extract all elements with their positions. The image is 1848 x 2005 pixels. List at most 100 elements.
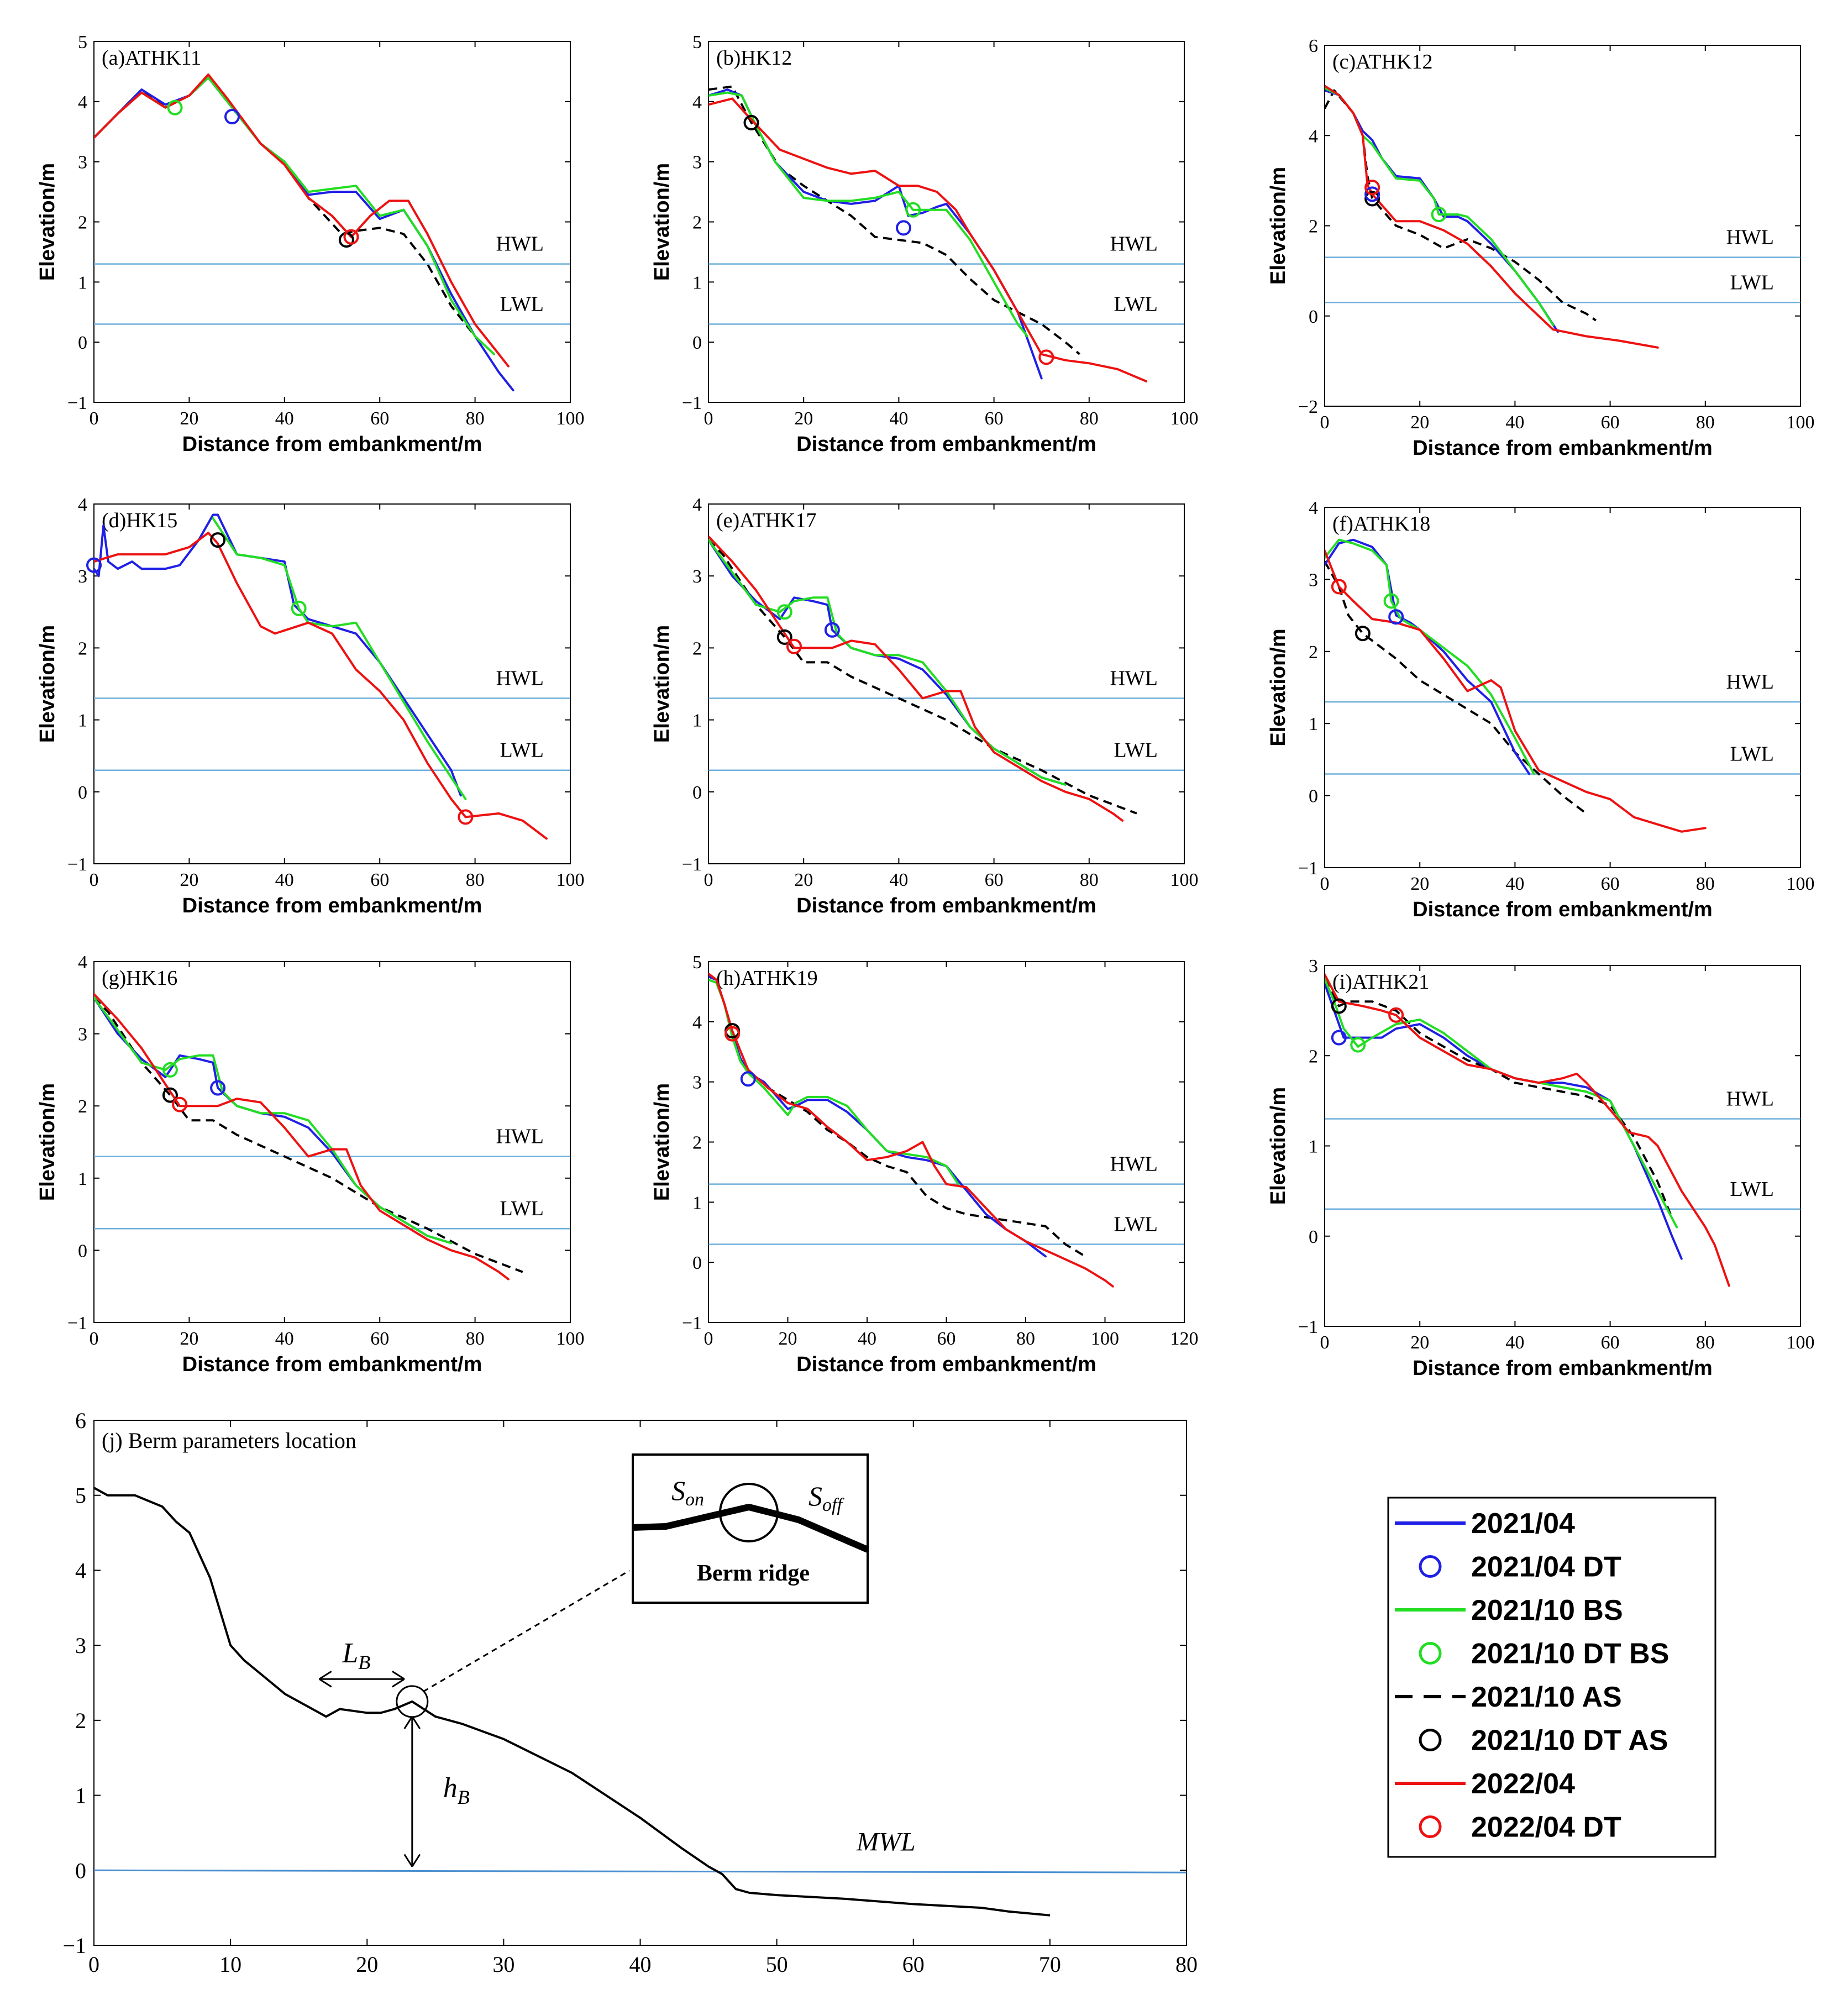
dt-marker-blue — [1364, 186, 1380, 202]
soff-label-sub: off — [822, 1495, 844, 1515]
series-line-black — [708, 539, 1137, 815]
y-tick-label: −1 — [67, 854, 87, 875]
y-tick-label: 4 — [692, 1012, 702, 1033]
legend-marker-black — [1419, 1729, 1442, 1751]
inset-ridge-circle — [719, 1483, 779, 1542]
plot-frame — [1324, 507, 1801, 868]
y-tick-label: −1 — [67, 1313, 87, 1334]
y-tick-label: 0 — [78, 1241, 87, 1261]
series-line-black — [1325, 89, 1597, 322]
y-tick-label: 1 — [1309, 1137, 1318, 1157]
dt-marker-black — [743, 114, 759, 130]
lwl-label: LWL — [1114, 293, 1158, 316]
x-tick-label: 20 — [1410, 412, 1429, 433]
y-tick-label: 0 — [692, 1253, 702, 1273]
x-axis-label: Distance from embankment/m — [1413, 1357, 1713, 1380]
x-tick-label: 0 — [1320, 874, 1330, 894]
y-tick-label: 1 — [692, 711, 702, 731]
x-tick-label: 100 — [1170, 408, 1199, 429]
dt-marker-red — [458, 809, 474, 825]
series-line-green — [1325, 538, 1535, 775]
x-tick-label: 0 — [90, 870, 99, 890]
hwl-label: HWL — [1110, 233, 1158, 256]
legend-marker-green — [1419, 1642, 1442, 1665]
panel-title: (i)ATHK21 — [1332, 970, 1429, 994]
y-tick-label: 4 — [692, 495, 702, 515]
x-tick-label: 80 — [1080, 408, 1099, 429]
x-axis-label: Distance from embankment/m — [1413, 898, 1713, 921]
dt-marker-green — [1350, 1037, 1366, 1053]
x-tick-label: 20 — [794, 870, 813, 890]
x-tick-label: 50 — [766, 1952, 788, 1977]
hb-label-sub: B — [458, 1786, 470, 1808]
y-tick-label: 2 — [78, 1096, 87, 1117]
series-line-red — [94, 73, 510, 368]
hwl-label: HWL — [1110, 667, 1158, 690]
legend-label: 2022/04 DT — [1471, 1812, 1621, 1844]
x-tick-label: 60 — [1601, 874, 1620, 894]
dt-marker-red — [343, 229, 359, 245]
series-group — [1325, 973, 1730, 1287]
series-line-blue — [1325, 538, 1531, 775]
soff-label: Soff — [809, 1481, 844, 1515]
series-line-red — [708, 535, 1124, 822]
y-tick-label: 2 — [1309, 1046, 1318, 1067]
y-tick-label: 3 — [78, 566, 87, 587]
series-line-black — [1325, 560, 1587, 815]
dt-marker-green — [167, 99, 183, 116]
lb-arrow-head-left — [318, 1670, 332, 1688]
legend-label: 2021/10 BS — [1471, 1594, 1623, 1626]
y-tick-label: 4 — [78, 495, 87, 515]
dt-marker-blue — [740, 1071, 756, 1087]
inset-leader-line — [423, 1570, 630, 1693]
hwl-label: HWL — [1726, 226, 1774, 249]
x-tick-label: 40 — [275, 408, 294, 429]
x-tick-label: 20 — [356, 1952, 378, 1977]
x-tick-label: 60 — [370, 1329, 389, 1349]
series-line-blue — [94, 996, 453, 1245]
dt-marker-black — [1355, 626, 1371, 642]
x-tick-label: 120 — [1170, 1329, 1199, 1349]
y-tick-label: 4 — [78, 952, 87, 973]
dt-marker-blue — [1331, 1030, 1347, 1046]
series-line-green — [708, 978, 959, 1185]
panel-title: (e)ATHK17 — [716, 509, 817, 532]
inset-profile — [632, 1504, 869, 1553]
x-tick-label: 20 — [180, 1329, 198, 1349]
legend-marker-blue — [1419, 1555, 1442, 1578]
lwl-label: LWL — [1730, 271, 1774, 294]
panel-title: (d)HK15 — [102, 509, 177, 532]
dt-marker-black — [1331, 998, 1347, 1014]
plot-frame — [708, 961, 1185, 1323]
dt-marker-red — [1388, 1007, 1404, 1023]
panel-title: (j) Berm parameters location — [102, 1428, 356, 1453]
series-group — [94, 513, 548, 840]
dt-marker-blue — [1388, 609, 1404, 625]
lb-label-sub: B — [358, 1651, 370, 1673]
y-tick-label: 3 — [1309, 956, 1318, 977]
x-tick-label: 20 — [794, 408, 813, 429]
legend: 2021/04 2021/04 DT 2021/10 BS 2021/10 DT BS… — [1387, 1497, 1716, 1858]
dt-marker-green — [905, 202, 921, 218]
series-line-black — [94, 996, 523, 1273]
y-tick-label: 0 — [1309, 786, 1318, 807]
x-tick-label: 70 — [1039, 1952, 1061, 1977]
dt-marker-red — [1364, 180, 1380, 196]
legend-marker-red — [1419, 1815, 1442, 1838]
lwl-label: LWL — [1114, 1213, 1158, 1236]
x-tick-label: 30 — [492, 1952, 514, 1977]
panel-title: (f)ATHK18 — [1332, 512, 1430, 536]
x-tick-label: 60 — [902, 1952, 925, 1977]
legend-label: 2021/10 DT AS — [1471, 1725, 1668, 1757]
x-tick-label: 40 — [1505, 412, 1524, 433]
y-tick-label: −1 — [1298, 858, 1318, 879]
x-tick-label: 100 — [1787, 874, 1815, 894]
hwl-label: HWL — [1110, 1153, 1158, 1176]
inset-box — [632, 1453, 869, 1604]
series-group — [1325, 538, 1707, 833]
plot-frame — [708, 503, 1185, 864]
